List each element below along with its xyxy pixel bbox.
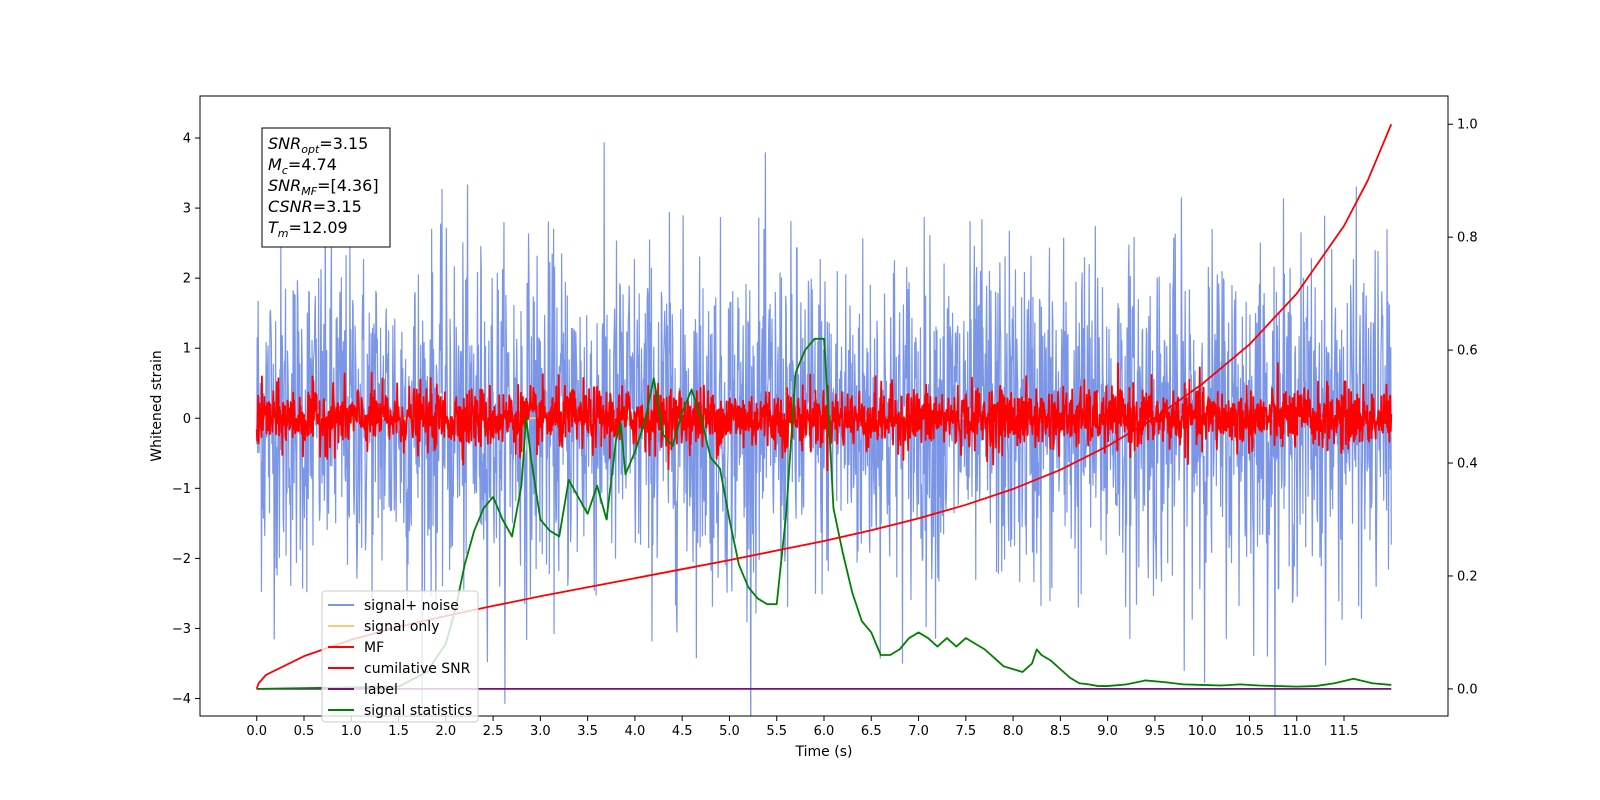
x-tick-label: 8.5 xyxy=(1050,724,1071,739)
y-tick-label: 1 xyxy=(183,342,191,357)
y-tick-label: −2 xyxy=(172,552,191,567)
x-tick-label: 1.0 xyxy=(341,724,362,739)
y-axis-label: Whitened strain xyxy=(149,350,165,461)
legend-entry: MF xyxy=(364,640,384,656)
x-tick-label: 9.0 xyxy=(1097,724,1118,739)
legend-frame xyxy=(321,590,479,723)
x-tick-label: 8.0 xyxy=(1003,724,1024,739)
x-tick-label: 3.5 xyxy=(577,724,598,739)
x-tick-label: 4.0 xyxy=(625,724,646,739)
x-axis-label: Time (s) xyxy=(795,744,853,760)
x-tick-label: 4.5 xyxy=(672,724,693,739)
x-tick-label: 11.0 xyxy=(1282,724,1311,739)
x-tick-label: 11.5 xyxy=(1330,724,1359,739)
y-tick-label: −3 xyxy=(172,622,191,637)
annotation-line: Tm=12.09 xyxy=(268,218,348,240)
x-tick-label: 1.5 xyxy=(388,724,409,739)
legend-entry: cumilative SNR xyxy=(364,661,471,677)
x-tick-label: 2.5 xyxy=(483,724,504,739)
annotation-line: CSNR=3.15 xyxy=(268,197,362,216)
annotation-line: Mc=4.74 xyxy=(268,155,337,177)
legend-entry: signal statistics xyxy=(364,703,472,719)
x-tick-label: 6.5 xyxy=(861,724,882,739)
x-tick-label: 10.0 xyxy=(1188,724,1217,739)
annotation-line: SNRMF=[4.36] xyxy=(268,176,379,198)
x-tick-label: 7.0 xyxy=(908,724,929,739)
y-tick-label: 4 xyxy=(183,132,191,147)
x-tick-label: 3.0 xyxy=(530,724,551,739)
legend-entry: signal only xyxy=(364,619,439,635)
y2-tick-label: 0.8 xyxy=(1457,231,1478,246)
x-tick-label: 10.5 xyxy=(1235,724,1264,739)
x-tick-label: 9.5 xyxy=(1145,724,1166,739)
x-tick-label: 2.0 xyxy=(435,724,456,739)
y2-tick-label: 0.2 xyxy=(1457,569,1478,584)
y2-tick-label: 0.6 xyxy=(1457,344,1478,359)
legend: signal+ noise signal only MF cumilative SNR… xyxy=(321,590,479,723)
y2-tick-label: 0.0 xyxy=(1457,682,1478,697)
y-tick-label: −4 xyxy=(172,692,191,707)
annotation-frame xyxy=(261,127,391,248)
x-tick-label: 6.0 xyxy=(814,724,835,739)
y-tick-label: 0 xyxy=(183,412,191,427)
y2-tick-label: 1.0 xyxy=(1457,118,1478,133)
legend-entry: label xyxy=(364,682,398,698)
annotation-line: SNRopt=3.15 xyxy=(268,134,368,156)
x-tick-label: 5.5 xyxy=(766,724,787,739)
x-tick-label: 5.0 xyxy=(719,724,740,739)
series-signal-statistics xyxy=(256,337,1392,690)
x-tick-label: 7.5 xyxy=(955,724,976,739)
x-tick-label: 0.0 xyxy=(246,724,267,739)
y-tick-label: 3 xyxy=(183,202,191,217)
x-tick-label: 0.5 xyxy=(294,724,315,739)
y2-tick-label: 0.4 xyxy=(1457,457,1478,472)
axes-layer: 0.0 0.5 1.0 1.5 2.0 2.5 3.0 3.5 4.0 4.5 5.0 5.5 6.0 6… xyxy=(149,95,1478,760)
y-tick-label: −1 xyxy=(172,482,191,497)
legend-entry: signal+ noise xyxy=(364,598,459,614)
series-mf xyxy=(255,362,1393,472)
y-tick-label: 2 xyxy=(183,272,191,287)
